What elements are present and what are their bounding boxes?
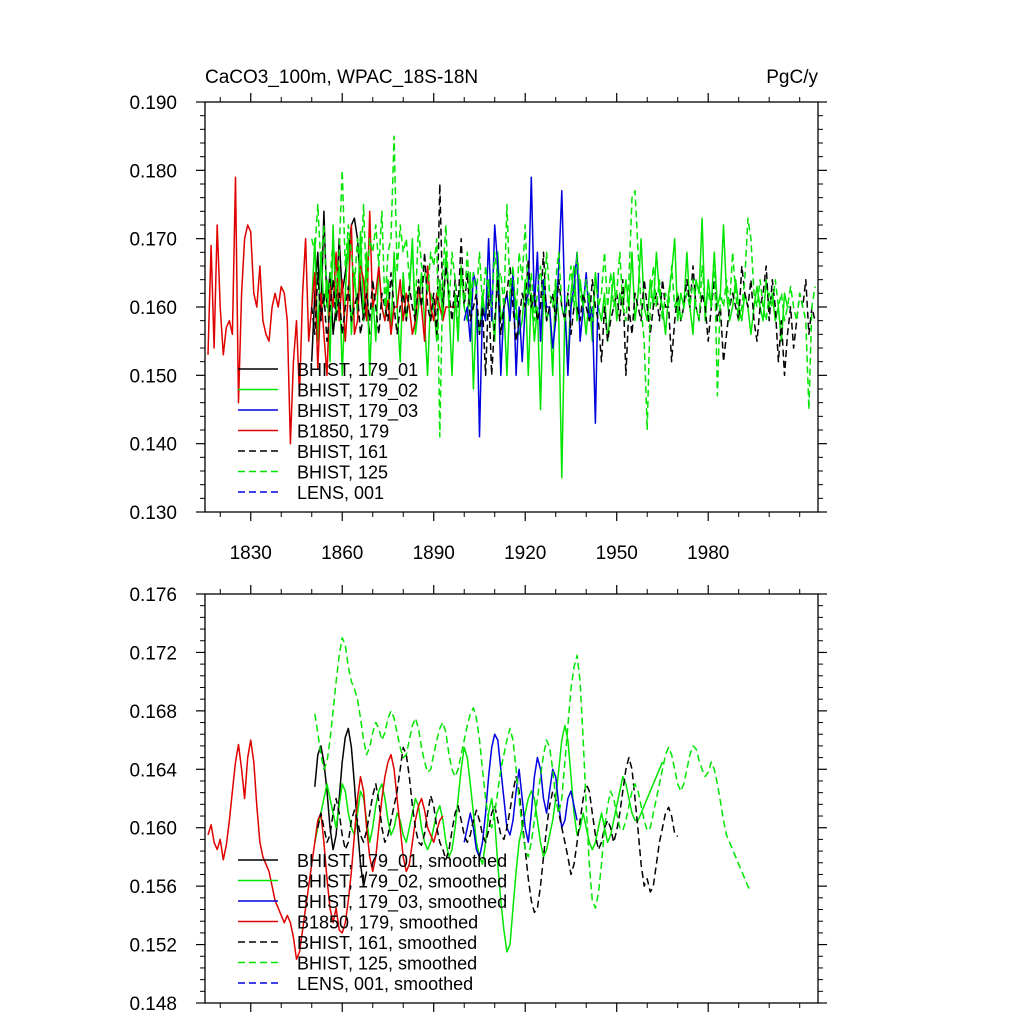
bottom-legend-label-6: LENS, 001, smoothed [297,974,473,994]
bottom-legend-label-1: BHIST, 179_02, smoothed [297,872,507,893]
top-ticks-layer: 1830 1860 1890 1920 1950 1980 0.130 0.140 0.150 0… [129,93,827,564]
top-legend-label-6: LENS, 001 [297,483,384,503]
bottom-legend-label-5: BHIST, 125, smoothed [297,954,477,974]
top-legend-label-1: BHIST, 179_02 [297,381,418,402]
top-series-line-1 [310,217,791,479]
bottom-y-tick-label: 0.168 [129,702,177,723]
top-y-tick-label: 0.190 [129,93,177,114]
top-panel: 1830 1860 1890 1920 1950 1980 0.130 0.140 0.150 0… [129,93,827,564]
top-y-tick-label: 0.170 [129,230,177,251]
top-x-tick-label: 1860 [321,543,363,564]
bottom-y-tick-label: 0.176 [129,585,177,606]
top-legend-label-0: BHIST, 179_01 [297,360,418,381]
bottom-y-tick-label: 0.152 [129,936,177,957]
top-title-left: CaCO3_100m, WPAC_18S-18N [205,67,478,88]
top-x-tick-label: 1950 [596,543,638,564]
bottom-series-line-1 [314,724,664,953]
top-x-tick-label: 1980 [687,543,729,564]
bottom-legend-label-0: BHIST, 179_01, smoothed [297,851,507,872]
top-y-tick-label: 0.130 [129,503,177,524]
top-y-tick-label: 0.160 [129,298,177,319]
top-y-tick-label: 0.140 [129,435,177,456]
top-series-layer [207,135,816,479]
bottom-legend-label-2: BHIST, 179_03, smoothed [297,892,507,913]
bottom-y-tick-label: 0.156 [129,877,177,898]
bottom-series-line-4 [317,746,679,914]
bottom-y-tick-label: 0.148 [129,994,177,1015]
bottom-legend-label-3: B1850, 179, smoothed [297,913,478,933]
bottom-y-tick-label: 0.160 [129,819,177,840]
top-y-tick-label: 0.150 [129,366,177,387]
bottom-series-line-0 [314,727,368,887]
bottom-y-tick-label: 0.164 [129,760,177,781]
bottom-y-tick-label: 0.172 [129,643,177,664]
top-legend-label-3: B1850, 179 [297,422,389,442]
top-legend-label-4: BHIST, 161 [297,442,388,462]
bottom-panel: 0.148 0.152 0.156 0.160 0.164 0.168 0.172 0.176… [129,585,827,1015]
top-x-tick-label: 1890 [413,543,455,564]
bottom-plot-frame [204,593,819,1004]
bottom-legend-label-4: BHIST, 161, smoothed [297,933,477,953]
bottom-series-line-3 [207,739,444,960]
top-legend-label-2: BHIST, 179_03 [297,401,418,422]
bottom-ticks-layer: 0.148 0.152 0.156 0.160 0.164 0.168 0.172 0.176 [129,585,827,1015]
top-series-line-5 [310,135,816,438]
bottom-series-layer [207,637,752,960]
top-series-line-4 [310,183,816,377]
top-x-tick-label: 1830 [230,543,272,564]
top-title-right: PgC/y [766,67,818,88]
bottom-series-line-5 [314,637,752,909]
top-legend-label-5: BHIST, 125 [297,463,388,483]
top-y-tick-label: 0.180 [129,161,177,182]
top-x-tick-label: 1920 [504,543,546,564]
